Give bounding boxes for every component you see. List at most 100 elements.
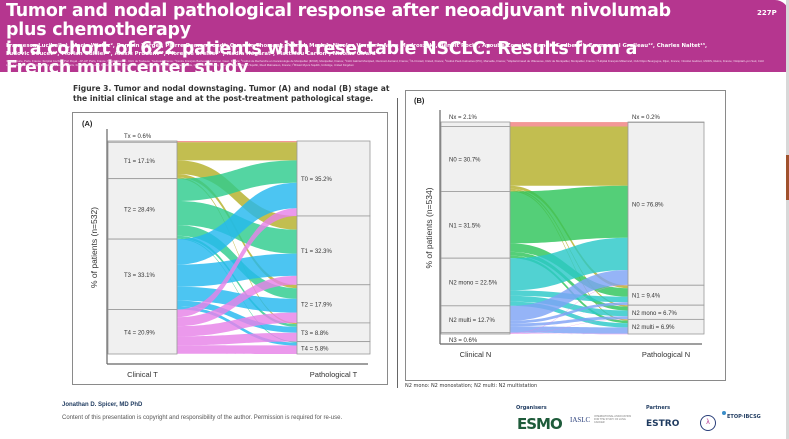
right-node-label-t4: T4 = 5.8% [301,346,329,352]
flow-tx-to-t0 [177,141,297,143]
organisers-label: Organisers [516,405,547,411]
right-node-label-n2-multi: N2 multi = 6.9% [632,325,675,331]
flow-n1-to-n0 [510,185,628,244]
left-node-label-n1: N1 = 31.5% [449,223,481,229]
left-node-t4 [107,309,178,355]
left-node-t1 [107,141,178,180]
flow-t3-to-t3 [177,300,297,333]
x-axis-label-left: Clinical T [127,370,158,379]
left-node-t3 [107,238,178,310]
flow-t2-to-t4 [177,238,297,343]
left-node-n3 [440,332,511,335]
y-axis-label: % of patients (n=534) [424,187,434,268]
panel-a-label: (A) [82,119,93,128]
title-line-1: Tumor and nodal pathological response af… [6,1,671,40]
iaslc-logo-subtitle: INTERNATIONAL ASSOCIATION FOR THE STUDY … [594,415,632,424]
author-list: Francesca Lucibello¹, Marie Wislez², Rom… [6,42,726,58]
right-node-label-t3: T3 = 8.8% [301,331,329,337]
left-node-label-n0: N0 = 30.7% [449,157,481,163]
flow-t3-to-t1 [177,253,297,287]
right-node-n2-multi [627,318,705,335]
flow-t4-to-t1 [177,275,297,327]
presenter-name: Jonathan D. Spicer, MD PhD [62,402,143,408]
left-node-n2-multi [440,305,511,334]
flow-n1-to-n2-mono [510,251,628,311]
left-node-label-nx: Nx = 2.1% [449,115,478,121]
right-node-label-t1: T1 = 32.3% [301,249,333,255]
poster-header: Tumor and nodal pathological response af… [0,0,789,78]
right-node-label-t2: T2 = 17.9% [301,302,333,308]
left-node-n0 [440,126,511,192]
left-node-t2 [107,178,178,240]
right-node-t4 [296,341,371,355]
x-axis-label-right: Pathological N [642,350,690,359]
right-node-t0 [296,140,371,217]
esmo-logo: ESMO [517,415,563,433]
poster-title: Tumor and nodal pathological response af… [6,2,706,78]
flow-n2-multi-to-n0 [510,269,628,321]
figure-caption: Figure 3. Tumor and nodal downstaging. T… [73,84,390,103]
affiliations: ¹Institut Curie, Paris, France; ²Hôpital… [6,59,764,67]
iaslc-logo: IASLC [570,416,591,424]
flow-n2-mono-to-n2-mono [510,295,628,317]
flow-n3-to-n1 [510,304,628,334]
flow-n0-to-n2-mono [510,188,628,307]
left-node-label-t4: T4 = 20.9% [124,330,156,336]
left-node-label-n2-mono: N2 mono = 22.5% [449,281,498,287]
flow-n2-multi-to-n2-mono [510,316,628,327]
flow-t4-to-t0 [177,208,297,318]
flow-n2-mono-to-n0 [510,237,628,291]
authors-line-1: Francesca Lucibello¹, Marie Wislez², Rom… [6,43,708,49]
etop-logo-dot-icon [722,411,726,415]
right-node-label-nx: Nx = 0.2% [632,115,661,121]
panel-b-label: (B) [414,96,425,105]
flow-t4-to-t4 [177,345,297,354]
ifct-logo: λ [700,415,716,431]
partners-label: Partners [646,405,671,411]
flow-nx-to-n0 [510,122,628,127]
title-line-2: in a cohort of 622 patients with resecta… [6,39,638,78]
scrollbar[interactable] [786,0,789,439]
flow-n3-to-n2-multi [510,333,628,334]
left-node-label-t3: T3 = 33.1% [124,273,156,279]
left-node-label-n2-multi: N2 multi = 12.7% [449,318,496,324]
sankey-flows [177,141,297,354]
left-node-label-tx: Tx = 0.6% [124,134,152,140]
flow-t4-to-t3 [177,332,297,346]
panel-divider [397,98,398,388]
right-node-t2 [296,284,371,324]
copyright-notice: Content of this presentation is copyrigh… [62,415,343,421]
authors-line-2: Ludovic Doucet¹⁴, Florian Guisier¹⁵, Ale… [6,51,379,57]
right-node-label-n1: N1 = 9.4% [632,294,661,300]
figure-footnote: N2 mono: N2 monostation; N2 multi: N2 mu… [405,383,538,389]
abstract-code: 227P [757,9,777,17]
right-node-label-n0: N0 = 76.8% [632,202,664,208]
flow-t2-to-t0 [177,160,297,202]
flow-n2-multi-to-n2-multi [510,326,628,334]
estro-logo: ESTRO [646,419,680,429]
left-node-label-t1: T1 = 17.1% [124,159,156,165]
flow-n2-multi-to-n1 [510,302,628,324]
left-node-nx [440,121,511,127]
flow-t1-to-t3 [177,177,297,325]
right-node-n0 [627,122,705,286]
flow-n3-to-n0 [510,284,628,334]
right-node-label-n2-mono: N2 mono = 6.7% [632,311,678,317]
scrollbar-thumb[interactable] [786,155,789,200]
flow-n0-to-n0 [510,126,628,186]
flow-t4-to-t2 [177,312,297,337]
right-node-t1 [296,215,371,286]
right-node-label-t0: T0 = 35.2% [301,177,333,183]
x-axis-label-left: Clinical N [460,350,492,359]
flow-t1-to-t0 [177,142,297,161]
sankey-flows [510,122,628,335]
etop-ibcsg-logo: ETOP·IBCSG [727,414,761,420]
left-node-label-n3: N3 = 0.6% [449,338,478,344]
left-node-n1 [440,191,511,259]
left-node-label-t2: T2 = 28.4% [124,207,156,213]
x-axis-label-right: Pathological T [310,370,358,379]
flow-t3-to-t0 [177,182,297,265]
y-axis-label: % of patients (n=532) [89,207,99,288]
